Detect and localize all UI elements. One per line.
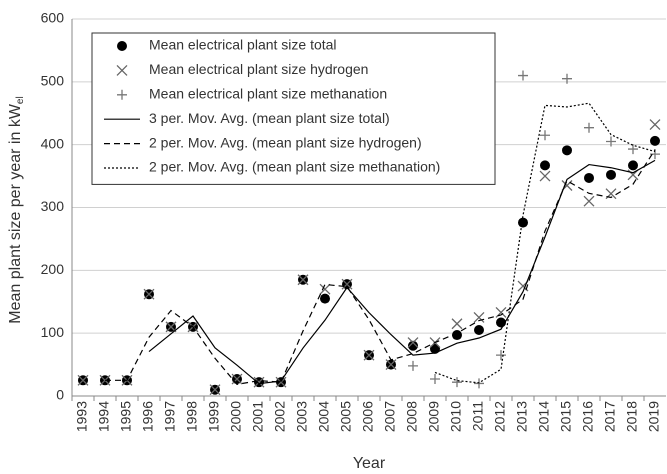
x-tick-label: 1993 xyxy=(74,401,90,432)
moving-average-line xyxy=(434,102,656,384)
x-tick-label: 1995 xyxy=(118,401,134,432)
y-tick-label: 400 xyxy=(41,135,65,151)
x-tick-label: 2009 xyxy=(426,401,442,432)
data-point xyxy=(606,136,616,147)
x-tick-label: 2003 xyxy=(294,401,310,432)
x-tick-label: 2011 xyxy=(470,401,486,431)
y-tick-label: 600 xyxy=(41,10,65,26)
data-point xyxy=(452,377,462,388)
legend-label: 3 per. Mov. Avg. (mean plant size total) xyxy=(149,110,390,126)
x-tick-label: 2012 xyxy=(492,401,508,432)
x-tick-label: 1994 xyxy=(96,401,112,432)
data-point xyxy=(77,374,89,386)
data-point xyxy=(495,306,507,318)
x-tick-label: 2005 xyxy=(338,401,354,432)
data-point xyxy=(320,293,330,304)
data-point xyxy=(143,288,155,300)
x-axis-label: Year xyxy=(353,455,386,472)
data-point xyxy=(606,169,616,180)
y-tick-label: 100 xyxy=(41,324,65,340)
data-point xyxy=(385,359,397,371)
legend-marker xyxy=(117,89,127,100)
x-tick-label: 1997 xyxy=(162,401,178,432)
data-point xyxy=(165,321,177,333)
data-point xyxy=(474,378,484,389)
x-tick-label: 2006 xyxy=(360,401,376,432)
data-point xyxy=(231,373,243,385)
data-point xyxy=(518,217,528,228)
data-point xyxy=(430,374,440,385)
data-point xyxy=(408,340,418,351)
x-tick-label: 2004 xyxy=(316,401,332,432)
y-tick-label: 300 xyxy=(41,198,65,214)
legend-marker xyxy=(117,41,127,51)
x-tick-label: 2010 xyxy=(448,401,464,432)
y-tick-label: 0 xyxy=(56,387,64,403)
moving-average-line xyxy=(148,159,656,385)
legend-label: Mean electrical plant size methanation xyxy=(149,86,387,102)
data-point xyxy=(341,278,353,290)
data-point xyxy=(518,70,528,81)
legend-label: Mean electrical plant size hydrogen xyxy=(149,61,368,77)
legend-label: Mean electrical plant size total xyxy=(149,37,337,53)
data-point xyxy=(649,119,661,131)
x-tick-label: 2014 xyxy=(536,401,552,432)
legend-box xyxy=(91,32,496,185)
data-point xyxy=(474,325,484,336)
data-point xyxy=(408,360,418,371)
data-point xyxy=(496,350,506,361)
y-axis-label-sub: el xyxy=(15,96,26,104)
x-tick-label: 2013 xyxy=(514,401,530,432)
data-point xyxy=(562,145,572,156)
legend-label: 2 per. Mov. Avg. (mean plant size hydrog… xyxy=(149,134,422,150)
x-tick-label: 2016 xyxy=(580,401,596,432)
x-tick-label: 2000 xyxy=(228,401,244,432)
data-point xyxy=(451,318,463,330)
data-point xyxy=(275,376,287,388)
x-tick-label: 2017 xyxy=(602,401,618,432)
x-tick-label: 2001 xyxy=(250,401,266,432)
data-point xyxy=(540,130,550,141)
legend: Mean electrical plant size total Mean ele… xyxy=(91,32,496,185)
x-tick-label: 2007 xyxy=(382,401,398,432)
x-tick-label: 1998 xyxy=(184,401,200,432)
x-tick-label: 2019 xyxy=(646,401,662,432)
x-tick-label: 2018 xyxy=(624,401,640,432)
x-tick-label: 1996 xyxy=(140,401,156,432)
legend-label: 2 per. Mov. Avg. (mean plant size methan… xyxy=(149,159,440,175)
legend-marker xyxy=(116,64,128,76)
data-point xyxy=(584,172,594,183)
y-tick-label: 200 xyxy=(41,261,65,277)
data-point xyxy=(209,384,221,396)
data-point xyxy=(540,160,550,171)
data-point xyxy=(628,144,638,155)
moving-average-line xyxy=(105,149,656,386)
data-point xyxy=(473,311,485,323)
data-point xyxy=(319,283,331,295)
data-point xyxy=(452,330,462,341)
x-tick-label: 2015 xyxy=(558,401,574,432)
y-axis-label: Mean plant size per year in kWel xyxy=(7,96,25,323)
x-tick-label: 2008 xyxy=(404,401,420,432)
data-point xyxy=(584,122,594,133)
y-tick-label: 500 xyxy=(41,73,65,89)
data-point xyxy=(253,376,265,388)
data-point xyxy=(583,195,595,207)
x-tick-label: 1999 xyxy=(206,401,222,432)
x-tick-label: 2002 xyxy=(272,401,288,432)
data-point xyxy=(562,73,572,84)
data-point xyxy=(407,337,419,349)
data-point xyxy=(297,274,309,286)
data-point xyxy=(363,349,375,361)
data-point xyxy=(539,170,551,182)
data-point xyxy=(650,135,660,146)
data-point xyxy=(628,160,638,171)
y-axis-label-main: Mean plant size per year in kW xyxy=(7,103,24,324)
